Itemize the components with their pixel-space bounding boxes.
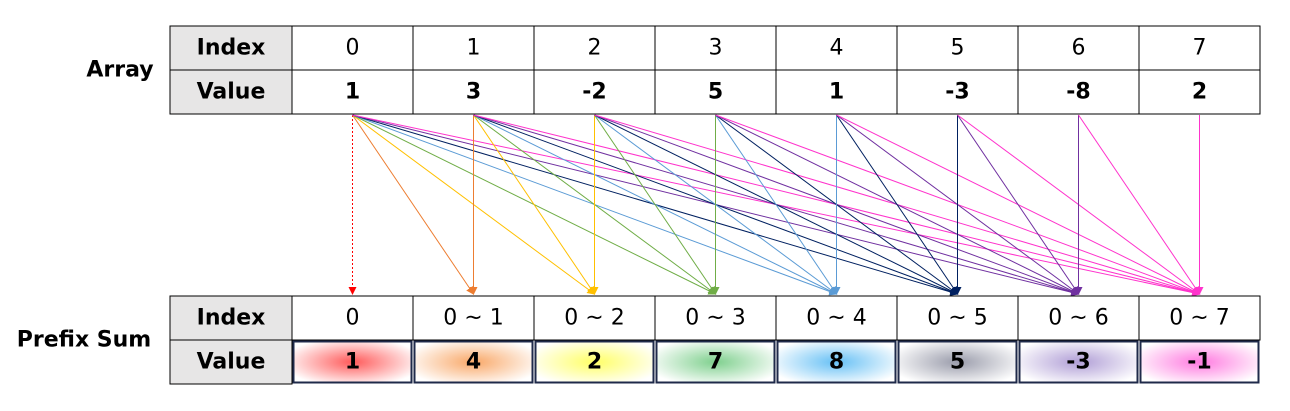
header-cell xyxy=(169,295,293,341)
index-text: 0 ~ 2 xyxy=(564,306,624,331)
value-cell xyxy=(1017,69,1140,115)
index-cell xyxy=(896,25,1019,71)
index-cell xyxy=(775,295,898,341)
index-cell xyxy=(291,25,414,71)
header-cell xyxy=(169,69,293,115)
arrow xyxy=(473,114,596,295)
index-text: 6 xyxy=(1072,36,1086,61)
value-text: 2 xyxy=(1192,80,1207,105)
header-cell xyxy=(169,25,293,71)
arrow xyxy=(594,114,717,295)
value-cell xyxy=(776,340,897,384)
index-text: 0 ~ 1 xyxy=(443,306,503,331)
value-cell xyxy=(654,69,777,115)
value-cell xyxy=(292,340,413,384)
index-cell xyxy=(1017,295,1140,341)
index-text: 7 xyxy=(1193,36,1207,61)
value-text: -1 xyxy=(1187,350,1211,375)
value-cell xyxy=(412,69,535,115)
index-cell xyxy=(775,25,898,71)
value-cell xyxy=(413,340,534,384)
index-text: 0 ~ 7 xyxy=(1169,306,1229,331)
index-cell xyxy=(1138,295,1261,341)
value-cell xyxy=(1139,340,1260,384)
index-text: 2 xyxy=(588,36,602,61)
index-cell xyxy=(533,25,656,71)
header-text: Index xyxy=(197,36,266,61)
index-text: 0 ~ 4 xyxy=(806,306,866,331)
value-cell xyxy=(533,69,656,115)
index-cell xyxy=(412,295,535,341)
index-text: 4 xyxy=(830,36,844,61)
value-text: 1 xyxy=(345,350,360,375)
value-cell xyxy=(775,69,898,115)
index-cell xyxy=(1017,25,1140,71)
index-text: 5 xyxy=(951,36,965,61)
header-text: Index xyxy=(197,306,266,331)
index-text: 3 xyxy=(709,36,723,61)
value-text: 7 xyxy=(708,350,723,375)
value-cell xyxy=(897,340,1018,384)
value-text: -8 xyxy=(1066,80,1090,105)
array-label: Array xyxy=(86,58,153,83)
value-text: 1 xyxy=(345,80,360,105)
value-text: 4 xyxy=(466,350,481,375)
header-text: Value xyxy=(197,350,266,375)
value-text: -3 xyxy=(945,80,969,105)
value-text: 5 xyxy=(950,350,965,375)
arrow xyxy=(715,114,838,295)
index-text: 1 xyxy=(467,36,481,61)
header-text: Value xyxy=(197,80,266,105)
value-cell xyxy=(291,69,414,115)
prefix-sum-label: Prefix Sum xyxy=(17,328,151,353)
arrow xyxy=(352,114,475,295)
arrow xyxy=(1078,114,1201,295)
index-cell xyxy=(654,25,777,71)
arrow xyxy=(836,114,959,295)
value-cell xyxy=(1018,340,1139,384)
value-cell xyxy=(655,340,776,384)
value-text: 8 xyxy=(829,350,844,375)
arrow xyxy=(957,114,1080,295)
header-cell xyxy=(169,339,293,385)
index-text: 0 xyxy=(346,306,360,331)
index-text: 0 ~ 3 xyxy=(685,306,745,331)
value-text: 5 xyxy=(708,80,723,105)
index-cell xyxy=(533,295,656,341)
index-text: 0 ~ 5 xyxy=(927,306,987,331)
value-text: 2 xyxy=(587,350,602,375)
index-text: 0 ~ 6 xyxy=(1048,306,1108,331)
value-text: -3 xyxy=(1066,350,1090,375)
value-text: -2 xyxy=(582,80,606,105)
index-cell xyxy=(896,295,1019,341)
value-cell xyxy=(896,69,1019,115)
value-text: 1 xyxy=(829,80,844,105)
index-text: 0 xyxy=(346,36,360,61)
index-cell xyxy=(654,295,777,341)
value-cell xyxy=(1138,69,1261,115)
index-cell xyxy=(1138,25,1261,71)
value-text: 3 xyxy=(466,80,481,105)
value-cell xyxy=(534,340,655,384)
